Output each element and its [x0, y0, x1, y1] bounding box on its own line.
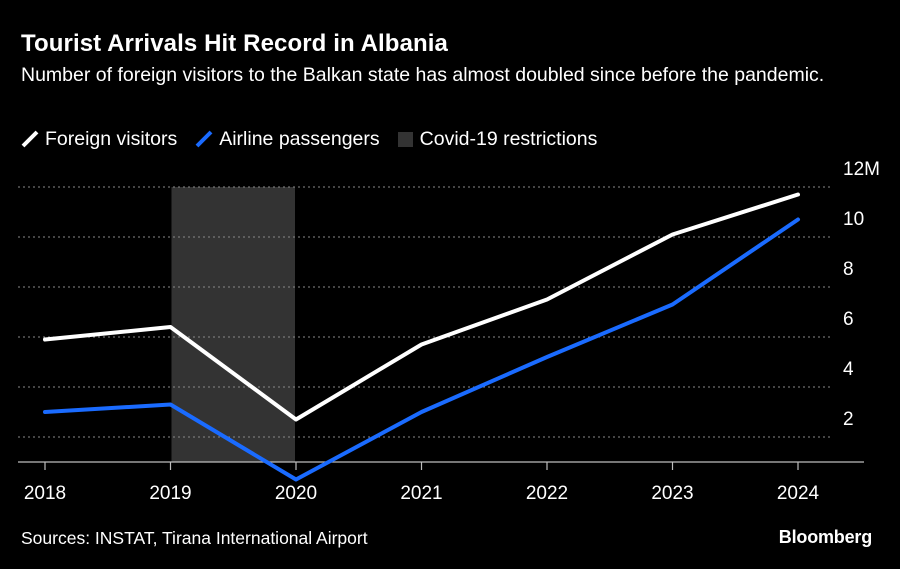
x-tick-label-0: 2018: [24, 483, 66, 504]
x-tick-label-2: 2020: [275, 483, 317, 504]
y-tick-label-1: 4: [843, 359, 854, 380]
covid-band-layer: [171, 187, 295, 462]
chart-title: Tourist Arrivals Hit Record in Albania: [21, 30, 448, 57]
legend-item-airline: Airline passengers: [195, 127, 380, 151]
chart-subtitle: Number of foreign visitors to the Balkan…: [21, 64, 825, 86]
xtick-layer: 2018 2019 2020 2021 2022 2023 2024: [24, 483, 820, 504]
x-tick-label-5: 2023: [651, 483, 693, 504]
y-tick-label-3: 8: [843, 259, 854, 280]
y-tick-label-5: 12M: [843, 159, 880, 180]
legend-swatch-airline: [195, 130, 213, 148]
legend-item-foreign: Foreign visitors: [21, 128, 177, 151]
legend-item-covid: Covid-19 restrictions: [397, 127, 598, 151]
series-layer: [43, 192, 800, 482]
legend: Foreign visitors Airline passengers Covi…: [21, 127, 615, 151]
y-tick-label-2: 6: [843, 309, 854, 330]
bloomberg-logo: Bloomberg: [778, 527, 872, 547]
airline-passengers-line: [43, 217, 800, 482]
legend-label-airline: Airline passengers: [219, 127, 380, 150]
y-tick-label-0: 2: [843, 409, 854, 430]
grid-layer: [18, 186, 830, 438]
source-note: Sources: INSTAT, Tirana International Ai…: [21, 528, 368, 548]
x-tick-label-3: 2021: [400, 483, 442, 504]
ytick-layer: 2 4 6 8 10 12M: [843, 159, 880, 430]
y-tick-label-4: 10: [843, 209, 864, 230]
legend-label-foreign: Foreign visitors: [45, 127, 178, 150]
covid-restrictions-band: [171, 187, 295, 462]
foreign-visitors-line: [43, 192, 800, 422]
x-tick-label-1: 2019: [149, 483, 191, 504]
axis-layer: [18, 461, 864, 470]
legend-label-covid: Covid-19 restrictions: [419, 127, 598, 150]
legend-swatch-foreign: [21, 130, 39, 148]
x-tick-label-6: 2024: [777, 483, 820, 504]
x-tick-label-4: 2022: [526, 483, 568, 504]
legend-swatch-covid: [397, 131, 413, 147]
